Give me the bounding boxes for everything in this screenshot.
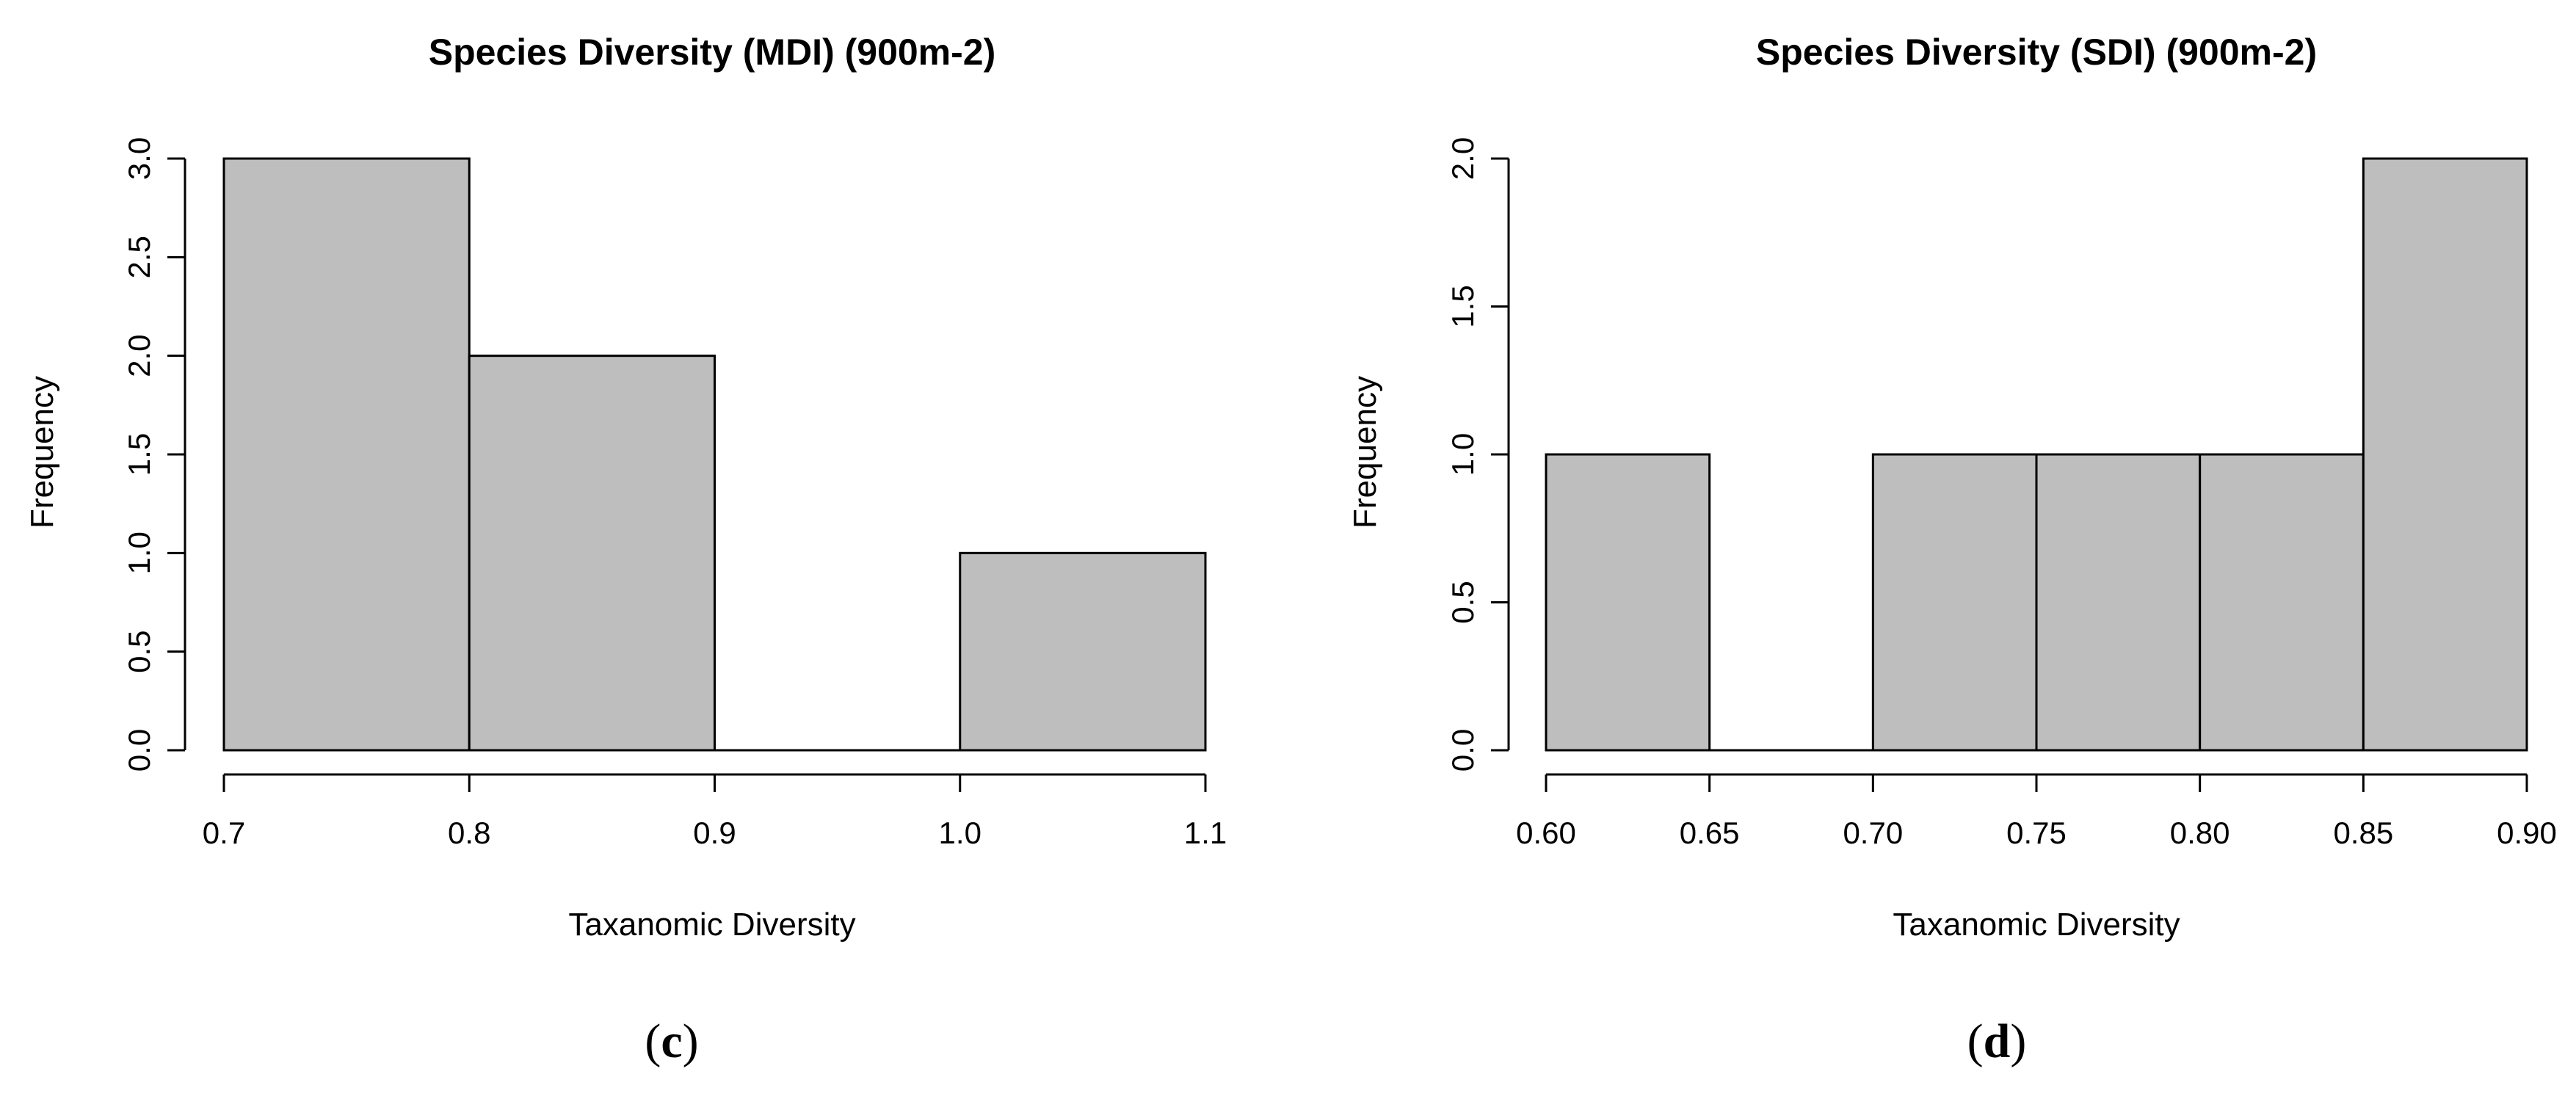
y-tick-label-c-3: 1.5 [122, 433, 156, 476]
panel-letter-c: c [661, 1015, 682, 1068]
bar-c-0 [222, 157, 471, 752]
histogram-panel-c: Species Diversity (MDI) (900m-2) Frequen… [24, 32, 1227, 1068]
y-tick-label-c-1: 0.5 [122, 630, 156, 672]
x-tick-label-d-0: 0.60 [1516, 816, 1576, 850]
y-ticks-d: 0.0 0.5 1.0 1.5 2.0 [1445, 137, 1509, 772]
histogram-panel-d: Species Diversity (SDI) (900m-2) Frequen… [1347, 32, 2557, 1068]
panel-letter-d: d [1984, 1015, 2011, 1068]
chart-title-d: Species Diversity (SDI) (900m-2) [1756, 32, 2317, 73]
x-tick-label-c-3: 1.0 [939, 816, 982, 850]
y-tick-label-d-2: 1.0 [1445, 433, 1480, 476]
y-axis-title-d: Frequency [1347, 376, 1383, 529]
x-axis-title-d: Taxanomic Diversity [1893, 907, 2180, 943]
y-ticks-c: 0.0 0.5 1.0 1.5 2.0 2.5 3.0 [122, 137, 185, 772]
bar-d-0 [1545, 453, 1711, 752]
y-tick-label-d-0: 0.0 [1445, 729, 1480, 772]
panel-label-c: (c) [645, 1015, 698, 1068]
x-ticks-d: 0.60 0.65 0.70 0.75 0.80 0.85 0.90 [1516, 774, 2557, 850]
bar-d-4 [2199, 453, 2365, 752]
x-tick-label-c-1: 0.8 [448, 816, 490, 850]
x-tick-label-c-0: 0.7 [203, 816, 245, 850]
bar-d-5 [2362, 157, 2528, 752]
x-ticks-c: 0.7 0.8 0.9 1.0 1.1 [203, 774, 1227, 850]
y-tick-label-d-4: 2.0 [1445, 137, 1480, 180]
y-tick-label-c-4: 2.0 [122, 334, 156, 377]
y-axis-title-c: Frequency [24, 376, 60, 529]
y-tick-label-d-3: 1.5 [1445, 285, 1480, 327]
bar-c-3 [959, 551, 1207, 752]
bar-d-3 [2035, 453, 2202, 752]
x-tick-label-c-4: 1.1 [1184, 816, 1227, 850]
y-tick-label-d-1: 0.5 [1445, 581, 1480, 623]
y-tick-label-c-6: 3.0 [122, 137, 156, 180]
x-tick-label-d-1: 0.65 [1680, 816, 1740, 850]
x-axis-title-c: Taxanomic Diversity [568, 907, 855, 943]
x-tick-label-d-5: 0.85 [2333, 816, 2393, 850]
y-tick-label-c-5: 2.5 [122, 236, 156, 278]
chart-title-c: Species Diversity (MDI) (900m-2) [429, 32, 996, 73]
x-tick-label-d-4: 0.80 [2170, 816, 2230, 850]
y-tick-label-c-2: 1.0 [122, 531, 156, 574]
bar-d-2 [1871, 453, 2038, 752]
bars-c [222, 157, 1207, 752]
x-tick-label-d-6: 0.90 [2497, 816, 2557, 850]
x-tick-label-d-3: 0.75 [2006, 816, 2067, 850]
x-tick-label-d-2: 0.70 [1843, 816, 1903, 850]
y-tick-label-c-0: 0.0 [122, 729, 156, 772]
panel-label-d: (d) [1967, 1015, 2027, 1068]
bars-d [1545, 157, 2528, 752]
bar-c-1 [468, 355, 716, 752]
x-tick-label-c-2: 0.9 [693, 816, 736, 850]
